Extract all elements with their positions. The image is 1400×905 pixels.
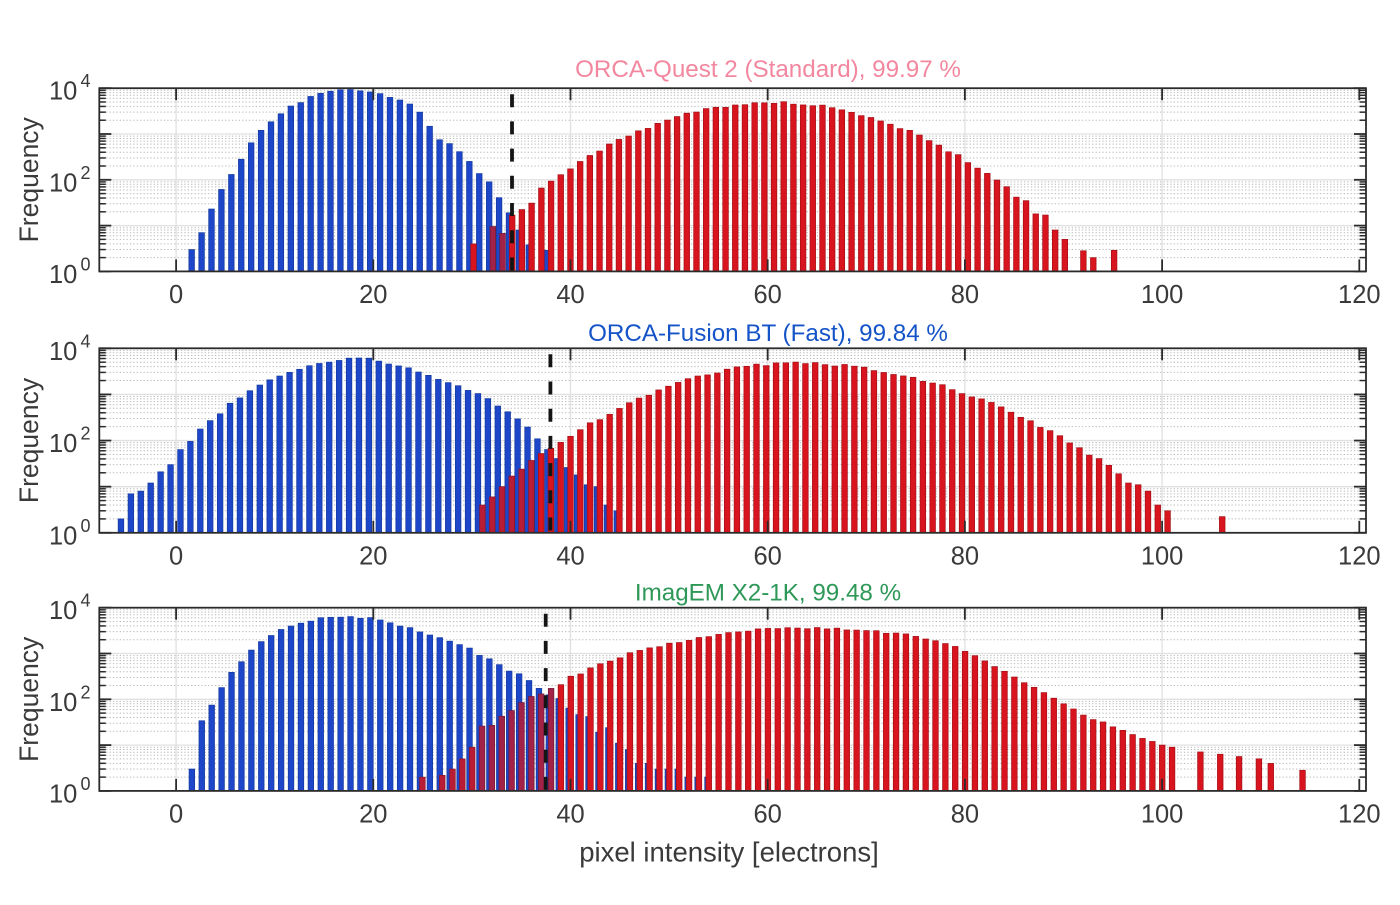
svg-text:0: 0 (169, 281, 183, 309)
svg-text:0: 0 (81, 774, 91, 794)
svg-text:2: 2 (81, 163, 91, 183)
svg-text:120: 120 (1338, 801, 1381, 829)
svg-text:20: 20 (359, 801, 387, 829)
svg-text:2: 2 (81, 682, 91, 702)
svg-text:10: 10 (49, 338, 77, 366)
svg-text:4: 4 (81, 331, 91, 351)
svg-text:40: 40 (556, 542, 584, 570)
svg-text:10: 10 (49, 169, 77, 197)
svg-text:10: 10 (49, 261, 77, 289)
svg-text:60: 60 (754, 281, 782, 309)
svg-text:ORCA-Quest 2 (Standard), 99.97: ORCA-Quest 2 (Standard), 99.97 % (575, 56, 961, 83)
svg-text:0: 0 (81, 254, 91, 274)
svg-text:10: 10 (49, 78, 77, 106)
svg-text:80: 80 (951, 542, 979, 570)
svg-text:120: 120 (1338, 281, 1381, 309)
svg-text:0: 0 (169, 542, 183, 570)
svg-text:10: 10 (49, 430, 77, 458)
svg-text:10: 10 (49, 597, 77, 625)
svg-text:ORCA-Fusion BT (Fast), 99.84 %: ORCA-Fusion BT (Fast), 99.84 % (588, 320, 948, 347)
svg-text:100: 100 (1141, 281, 1184, 309)
svg-text:Frequency: Frequency (14, 116, 44, 242)
svg-text:40: 40 (556, 281, 584, 309)
svg-text:20: 20 (359, 542, 387, 570)
svg-text:10: 10 (49, 689, 77, 717)
svg-text:2: 2 (81, 424, 91, 444)
svg-text:Frequency: Frequency (14, 377, 44, 503)
svg-text:60: 60 (754, 801, 782, 829)
svg-text:100: 100 (1141, 542, 1184, 570)
svg-text:ImagEM X2-1K, 99.48 %: ImagEM X2-1K, 99.48 % (635, 580, 901, 607)
svg-text:40: 40 (556, 801, 584, 829)
svg-text:20: 20 (359, 281, 387, 309)
svg-text:60: 60 (754, 542, 782, 570)
svg-text:10: 10 (49, 522, 77, 550)
svg-text:80: 80 (951, 281, 979, 309)
svg-text:0: 0 (169, 801, 183, 829)
svg-text:100: 100 (1141, 801, 1184, 829)
svg-text:0: 0 (81, 516, 91, 536)
svg-text:10: 10 (49, 780, 77, 808)
svg-text:80: 80 (951, 801, 979, 829)
svg-text:120: 120 (1338, 542, 1381, 570)
svg-text:pixel intensity [electrons]: pixel intensity [electrons] (579, 837, 879, 868)
svg-text:Frequency: Frequency (14, 636, 44, 762)
svg-text:4: 4 (81, 591, 91, 611)
svg-text:4: 4 (81, 71, 91, 91)
